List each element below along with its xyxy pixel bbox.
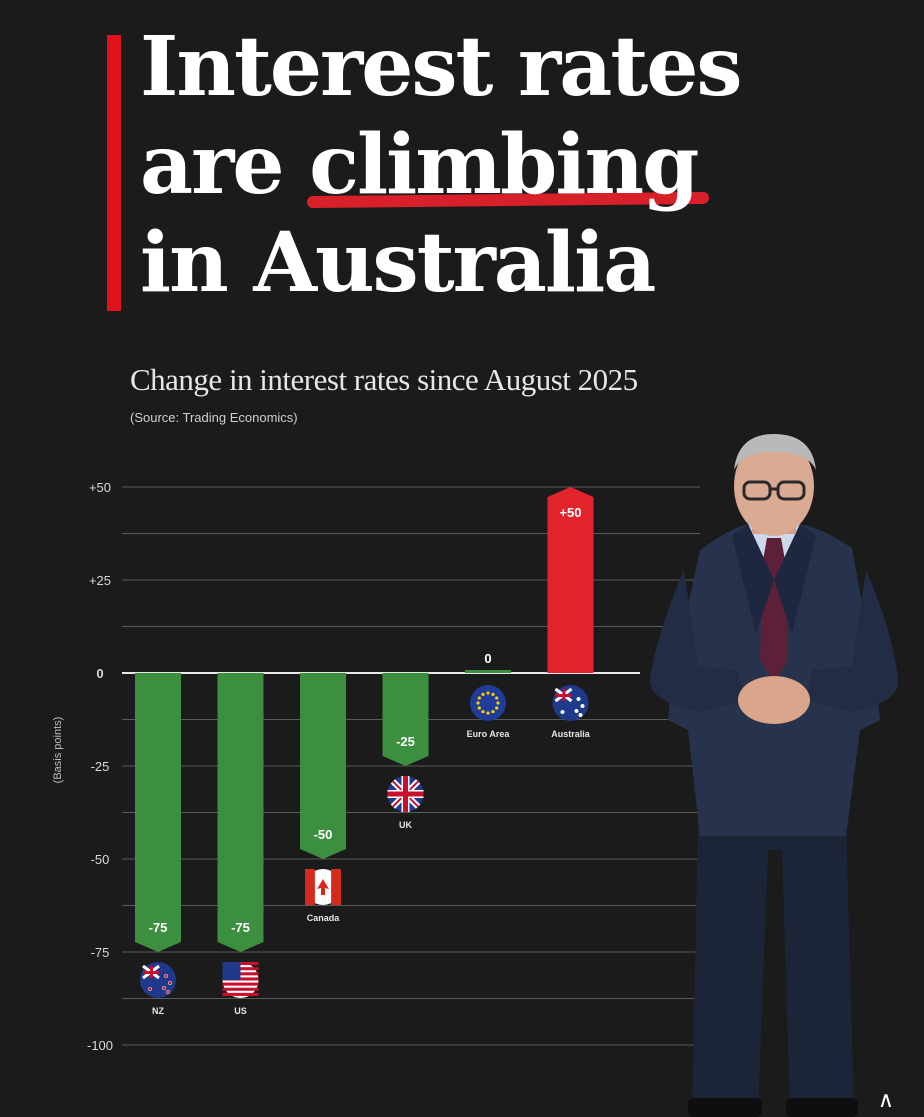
category-label: US — [234, 1006, 247, 1016]
eu-flag-star — [491, 692, 495, 696]
ensign-star — [576, 696, 581, 702]
canada-flag-band — [331, 869, 341, 905]
bar — [135, 673, 181, 952]
eu-flag-star — [496, 701, 500, 705]
us-flag-stripe — [222, 992, 259, 996]
eu-flag-star — [477, 706, 481, 710]
bar — [217, 673, 264, 952]
eu-flag-star — [477, 696, 481, 700]
eu-flag-star — [491, 710, 495, 714]
eu-flag-star — [486, 711, 490, 715]
title-line-3: in Australia — [140, 215, 656, 311]
y-tick-label: -100 — [87, 1038, 113, 1053]
speaker-figure — [649, 434, 899, 1117]
ensign-star — [147, 986, 153, 992]
ensign-star — [165, 989, 171, 995]
title-line-2-prefix: are — [140, 117, 310, 213]
eu-flag-icon — [470, 685, 506, 721]
maple-leaf — [317, 879, 329, 895]
chart-subtitle: Change in interest rates since August 20… — [130, 362, 638, 397]
data-label: 0 — [484, 651, 491, 666]
y-tick-label: 0 — [96, 666, 103, 681]
title-emphasis: climbing — [307, 116, 710, 214]
eu-flag-star — [486, 691, 490, 695]
title-line-2: are climbing — [140, 116, 741, 214]
title-line-1: Interest rates — [140, 19, 743, 115]
data-label: +50 — [559, 505, 581, 520]
title-accent-bar — [107, 35, 121, 311]
ensign-star — [161, 985, 167, 991]
data-label: -75 — [231, 920, 250, 935]
ensign-canton-cross — [562, 689, 566, 701]
corner-glyph-icon: ∧ — [877, 1087, 894, 1112]
y-tick-label: -75 — [91, 945, 110, 960]
us-flag-canton — [222, 962, 241, 980]
eu-flag-star — [476, 701, 480, 705]
category-label: Canada — [307, 913, 341, 923]
ensign-star — [167, 980, 173, 986]
y-tick-label: -25 — [91, 759, 110, 774]
category-label: NZ — [152, 1006, 164, 1016]
ensign-star — [580, 703, 585, 709]
eu-flag-star — [481, 692, 485, 696]
title-emphasis-text: climbing — [309, 117, 699, 213]
ensign-star — [560, 709, 565, 715]
bar — [465, 670, 511, 673]
data-label: -25 — [396, 734, 415, 749]
chart-source: (Source: Trading Economics) — [130, 410, 298, 425]
ensign-canton-cross — [150, 966, 153, 978]
us-flag-stripe — [222, 987, 259, 991]
eu-flag-star — [481, 710, 485, 714]
page-title: Interest rates are climbing in Australia — [140, 18, 743, 312]
ensign-star — [163, 973, 169, 979]
uk-flag-cross-red — [403, 776, 408, 812]
bar — [300, 673, 346, 859]
ensign-star — [574, 708, 579, 714]
data-label: -50 — [314, 827, 333, 842]
category-label: Australia — [551, 729, 591, 739]
bar — [547, 487, 594, 673]
ensign-star — [578, 712, 583, 718]
us-flag-stripe — [222, 982, 259, 986]
y-tick-label: +50 — [89, 480, 111, 495]
eu-flag-star — [495, 696, 499, 700]
y-tick-label: +25 — [89, 573, 111, 588]
canada-flag-band — [305, 869, 315, 905]
y-tick-label: -50 — [91, 852, 110, 867]
data-label: -75 — [149, 920, 168, 935]
y-axis-label: (Basis points) — [52, 717, 64, 784]
eu-flag-star — [495, 706, 499, 710]
category-label: Euro Area — [467, 729, 511, 739]
bar-chart: +50 +25 0 -25 -50 -75 -100 (Basis points) -75 NZ -… — [52, 480, 700, 1053]
category-label: UK — [399, 820, 412, 830]
bar — [382, 673, 429, 766]
